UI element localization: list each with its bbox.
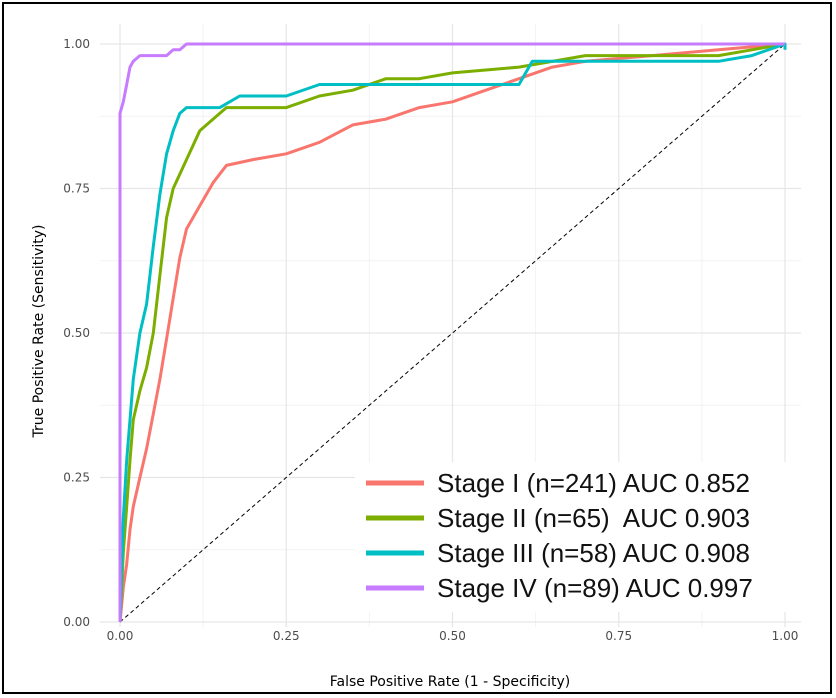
y-axis-title: True Positive Rate (Sensitivity) (31, 225, 47, 439)
legend-label: Stage IV (n=89) AUC 0.997 (437, 573, 753, 603)
y-tick-label: 0.50 (63, 326, 90, 340)
x-tick-label: 1.00 (772, 629, 799, 643)
x-tick-label: 0.00 (107, 629, 134, 643)
legend-label: Stage I (n=241) AUC 0.852 (437, 468, 750, 498)
y-tick-label: 0.00 (63, 615, 90, 629)
x-tick-label: 0.50 (439, 629, 466, 643)
series-line-3 (118, 42, 787, 623)
x-tick-label: 0.75 (605, 629, 632, 643)
legend-label: Stage II (n=65) AUC 0.903 (437, 503, 750, 533)
legend-label: Stage III (n=58) AUC 0.908 (437, 538, 750, 568)
y-tick-label: 0.75 (63, 182, 90, 196)
y-tick-label: 0.25 (63, 471, 90, 485)
tick-labels: 0.00 0.25 0.50 0.75 1.00 0.00 0.25 0.50 0.75 1.00 (63, 37, 798, 643)
series-group (118, 42, 787, 623)
legend: Stage I (n=241) AUC 0.852 Stage II (n=65)… (355, 462, 820, 612)
legend-background (355, 462, 820, 612)
x-axis-title: False Positive Rate (1 - Specificity) (330, 674, 571, 690)
y-tick-label: 1.00 (63, 37, 90, 51)
x-tick-label: 0.25 (273, 629, 300, 643)
series-line-4 (118, 42, 785, 622)
